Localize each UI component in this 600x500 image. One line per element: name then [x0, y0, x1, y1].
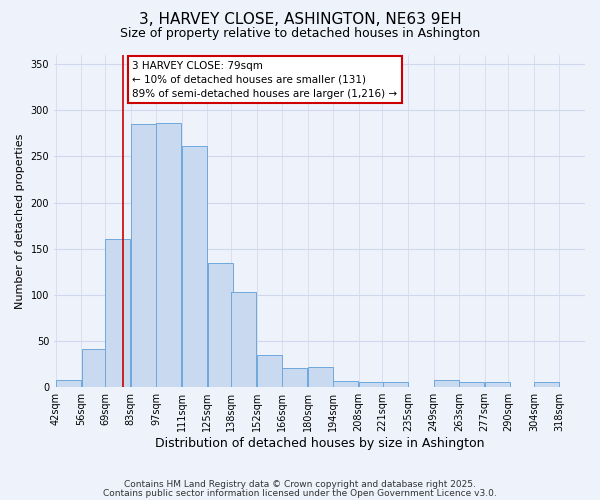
Bar [434, 380, 459, 387]
X-axis label: Distribution of detached houses by size in Ashington: Distribution of detached houses by size … [155, 437, 484, 450]
Bar [56, 380, 81, 387]
Bar [106, 240, 130, 387]
Bar [283, 368, 307, 387]
Bar [334, 380, 358, 387]
Text: Size of property relative to detached houses in Ashington: Size of property relative to detached ho… [120, 28, 480, 40]
Bar [232, 292, 256, 387]
Bar [182, 146, 207, 387]
Text: Contains public sector information licensed under the Open Government Licence v3: Contains public sector information licen… [103, 488, 497, 498]
Bar [485, 382, 510, 387]
Y-axis label: Number of detached properties: Number of detached properties [15, 134, 25, 308]
Text: 3, HARVEY CLOSE, ASHINGTON, NE63 9EH: 3, HARVEY CLOSE, ASHINGTON, NE63 9EH [139, 12, 461, 28]
Bar [383, 382, 408, 387]
Bar [157, 124, 181, 387]
Bar [460, 382, 484, 387]
Bar [257, 355, 282, 387]
Bar [208, 264, 233, 387]
Bar [131, 124, 156, 387]
Text: Contains HM Land Registry data © Crown copyright and database right 2025.: Contains HM Land Registry data © Crown c… [124, 480, 476, 489]
Bar [82, 350, 107, 387]
Bar [359, 382, 384, 387]
Bar [308, 367, 333, 387]
Bar [534, 382, 559, 387]
Text: 3 HARVEY CLOSE: 79sqm
← 10% of detached houses are smaller (131)
89% of semi-det: 3 HARVEY CLOSE: 79sqm ← 10% of detached … [133, 60, 398, 98]
